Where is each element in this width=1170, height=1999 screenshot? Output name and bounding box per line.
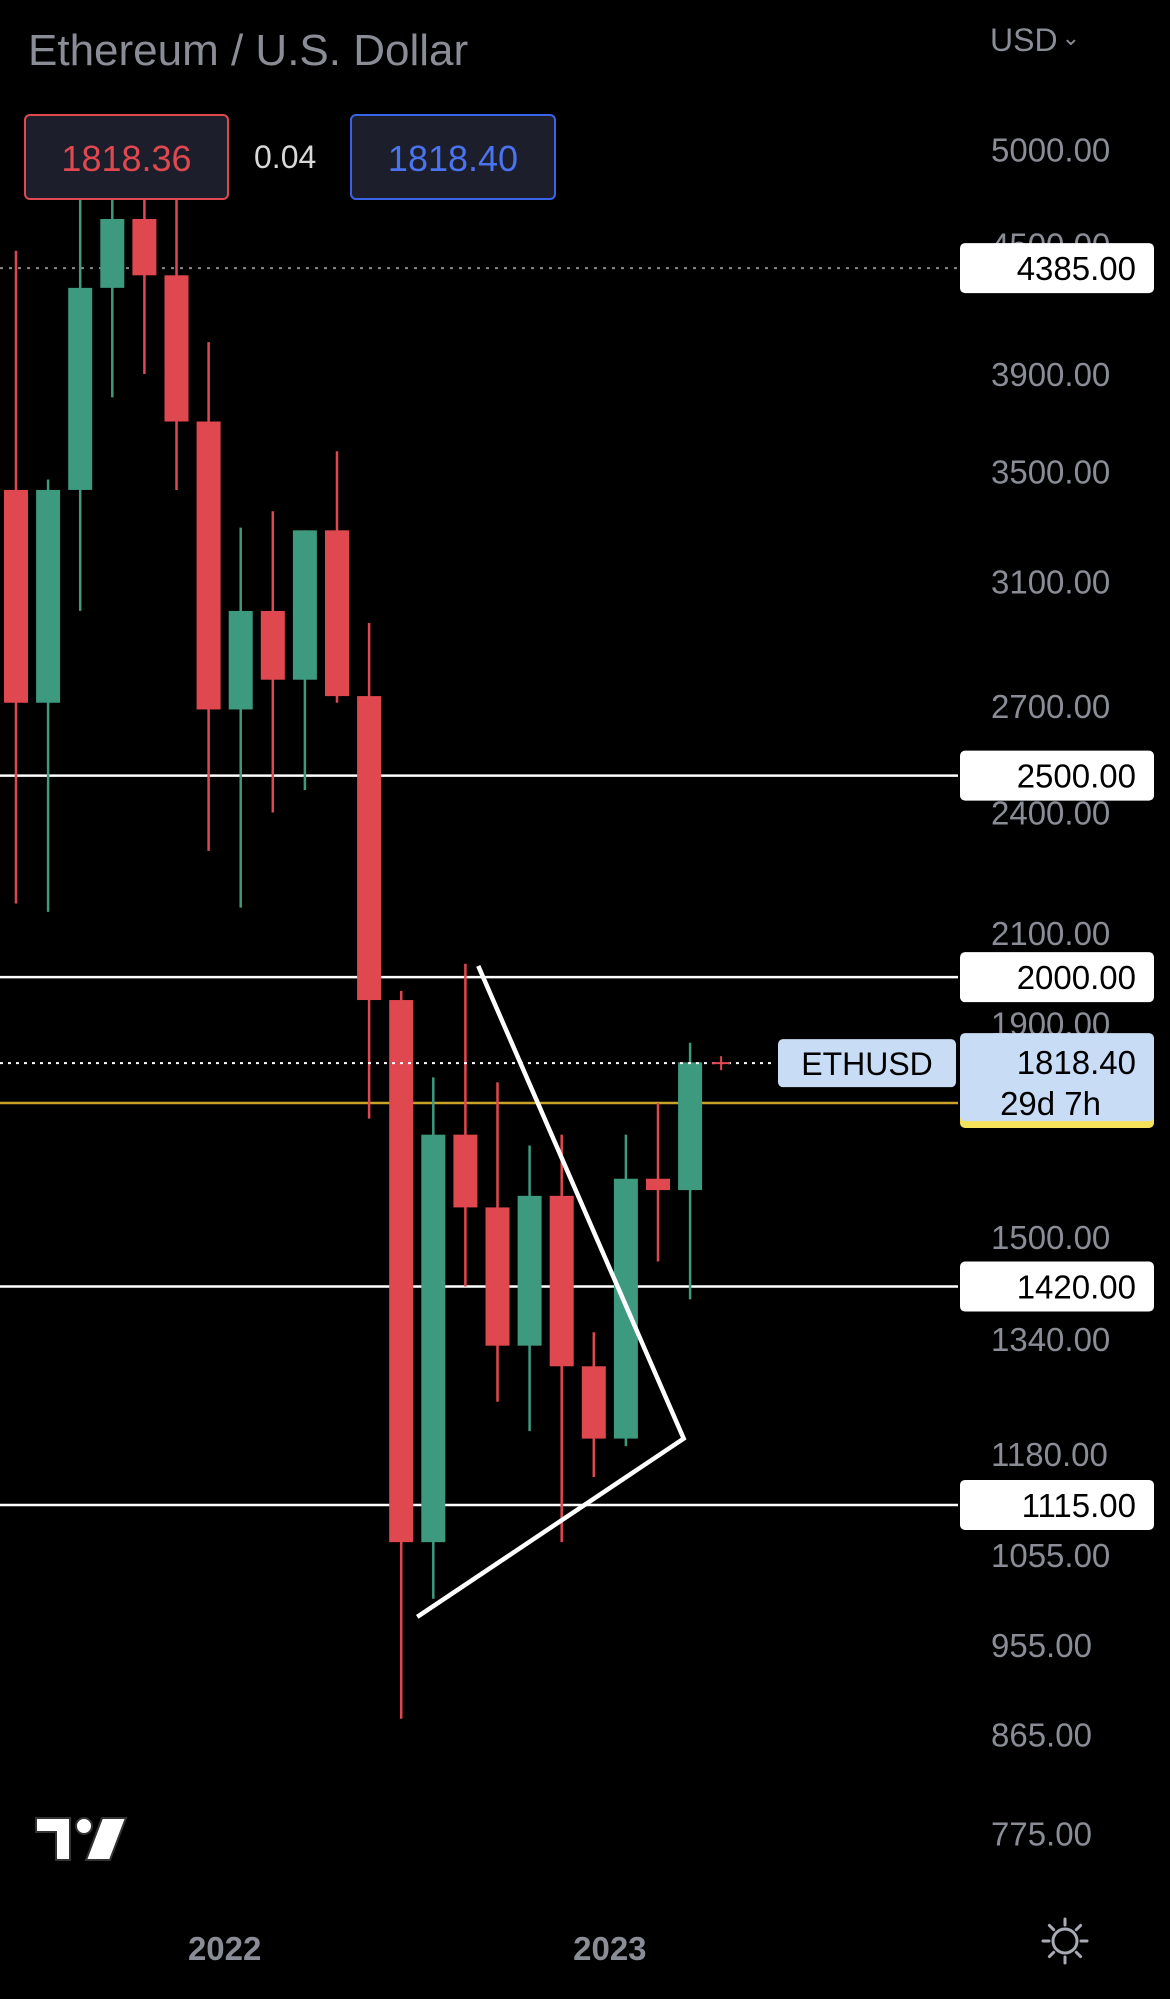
price-level-label: 1420.00 <box>1017 1269 1136 1306</box>
price-level-label-box <box>960 750 1154 801</box>
candle-body[interactable] <box>421 1134 446 1543</box>
price-level-label-box <box>960 1261 1154 1312</box>
candle-countdown: 29d 7h <box>1000 1085 1101 1122</box>
candle-body[interactable] <box>581 1366 606 1439</box>
y-axis-tick-label: 2100.00 <box>991 915 1110 952</box>
symbol-tag-box <box>778 1039 956 1088</box>
price-level-label: 1115.00 <box>1022 1487 1136 1524</box>
y-axis-tick-label: 1340.00 <box>991 1321 1110 1358</box>
settings-gear-icon[interactable] <box>1040 1916 1090 1971</box>
candle-body[interactable] <box>549 1195 574 1367</box>
candle-body[interactable] <box>389 1000 414 1543</box>
price-level-label: 2500.00 <box>1017 758 1136 795</box>
candle-body[interactable] <box>196 421 221 710</box>
candle-body[interactable] <box>68 287 93 490</box>
candle-body[interactable] <box>132 218 157 276</box>
triangle-drawing[interactable] <box>415 965 687 1619</box>
y-axis-tick-label: 2700.00 <box>991 688 1110 725</box>
candle-body[interactable] <box>357 696 382 1001</box>
candle-body[interactable] <box>325 530 349 697</box>
currency-label: USD <box>990 22 1058 58</box>
y-axis-tick-label: 775.00 <box>991 1816 1092 1853</box>
current-price-label: 1818.40 <box>1017 1044 1136 1081</box>
candle-body[interactable] <box>164 275 189 422</box>
candle-body[interactable] <box>260 610 285 680</box>
spread-value: 0.04 <box>254 139 317 175</box>
price-level-label-box <box>960 243 1154 294</box>
currency-selector[interactable]: USD ⌄ <box>990 22 1080 59</box>
candle-body[interactable] <box>36 489 61 703</box>
candle-body[interactable] <box>678 1062 703 1191</box>
candle-body[interactable] <box>228 610 253 710</box>
candle-body[interactable] <box>646 1178 670 1191</box>
price-level-label-box <box>960 1479 1154 1530</box>
y-axis-tick-label: 3900.00 <box>991 356 1110 393</box>
x-axis-tick-label: 2023 <box>573 1930 646 1967</box>
price-level-label: 2000.00 <box>1017 959 1136 996</box>
candle-body[interactable] <box>292 530 317 680</box>
y-axis-tick-label: 3100.00 <box>991 563 1110 600</box>
bid-price-button[interactable]: 1818.36 <box>24 114 229 200</box>
y-axis-tick-label: 2400.00 <box>991 794 1110 831</box>
y-axis-tick-label: 5000.00 <box>991 132 1110 169</box>
tradingview-logo-icon <box>32 1812 132 1871</box>
x-axis-tick-label: 2022 <box>188 1930 261 1967</box>
candle-body[interactable] <box>485 1207 510 1346</box>
candle-body[interactable] <box>453 1134 478 1208</box>
symbol-tag: ETHUSD <box>801 1046 933 1082</box>
price-level-label-box <box>960 952 1154 1003</box>
y-axis-tick-label: 955.00 <box>991 1627 1092 1664</box>
candle-body[interactable] <box>100 218 125 288</box>
ask-price-button[interactable]: 1818.40 <box>350 114 556 200</box>
candle-body[interactable] <box>4 489 28 703</box>
y-axis-tick-label: 1500.00 <box>991 1219 1110 1256</box>
y-axis-tick-label: 1180.00 <box>991 1436 1108 1473</box>
y-axis-tick-label: 865.00 <box>991 1716 1092 1753</box>
y-axis-tick-label: 3500.00 <box>991 454 1110 491</box>
chart-title: Ethereum / U.S. Dollar <box>28 26 469 75</box>
candle-body[interactable] <box>517 1195 542 1346</box>
chevron-down-icon: ⌄ <box>1061 25 1080 50</box>
price-level-label: 4385.00 <box>1017 250 1136 287</box>
y-axis-tick-label: 1055.00 <box>991 1537 1110 1574</box>
current-price-label-box <box>960 1033 1154 1122</box>
